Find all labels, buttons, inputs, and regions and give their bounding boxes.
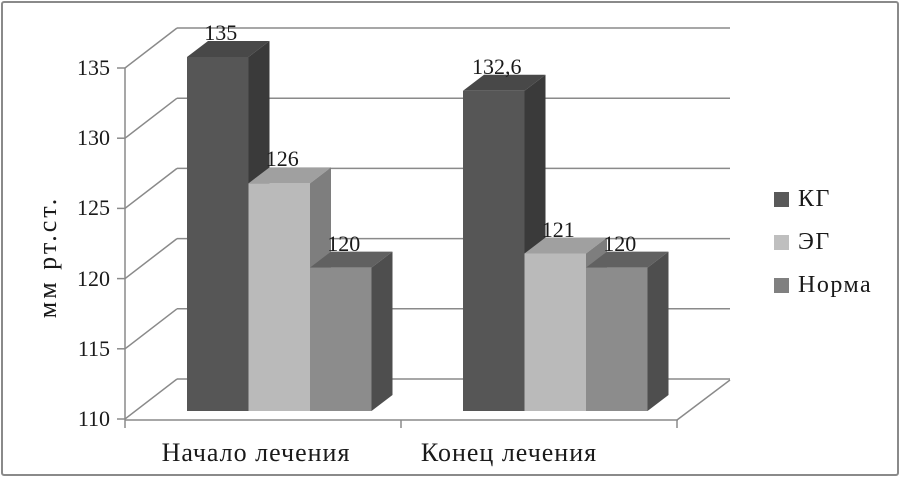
bar-s0-c1 — [463, 90, 525, 412]
bar-side-s2-c0 — [371, 251, 393, 411]
legend: КГ ЭГ Норма — [774, 184, 872, 313]
bar-s0-c0 — [187, 57, 249, 411]
legend-label: КГ — [798, 185, 831, 212]
y-axis-title: мм рт.ст. — [33, 195, 62, 319]
legend-swatch-icon — [774, 234, 789, 250]
gridline-connector-135 — [124, 27, 178, 69]
bar-top-s2-c1 — [586, 251, 669, 268]
legend-item-0: КГ — [774, 184, 872, 214]
legend-item-1: ЭГ — [774, 227, 872, 257]
bar-s2-c0 — [310, 267, 372, 411]
bar-s1-c0 — [248, 183, 310, 411]
gridline-connector-120 — [124, 238, 178, 280]
floor-right-edge — [676, 379, 731, 421]
gridline-connector-110 — [124, 378, 178, 420]
bar-top-s0-c1 — [463, 74, 546, 91]
legend-label: Норма — [798, 271, 873, 298]
bar-top-s0-c0 — [187, 41, 270, 57]
gridline-connector-130 — [124, 97, 178, 139]
bar-top-s1-c1 — [524, 237, 607, 254]
legend-item-2: Норма — [774, 270, 872, 300]
gridline-connector-125 — [124, 167, 178, 209]
gridline-connector-115 — [124, 308, 178, 350]
bar-top-s2-c0 — [310, 251, 393, 268]
legend-swatch-icon — [774, 191, 789, 207]
bar-s1-c1 — [524, 253, 586, 411]
bar-side-s2-c1 — [647, 251, 669, 411]
bar-s2-c1 — [586, 267, 648, 411]
bar-top-s1-c0 — [248, 167, 331, 184]
chart-border — [1, 1, 899, 476]
legend-label: ЭГ — [798, 228, 831, 255]
legend-swatch-icon — [774, 277, 789, 293]
